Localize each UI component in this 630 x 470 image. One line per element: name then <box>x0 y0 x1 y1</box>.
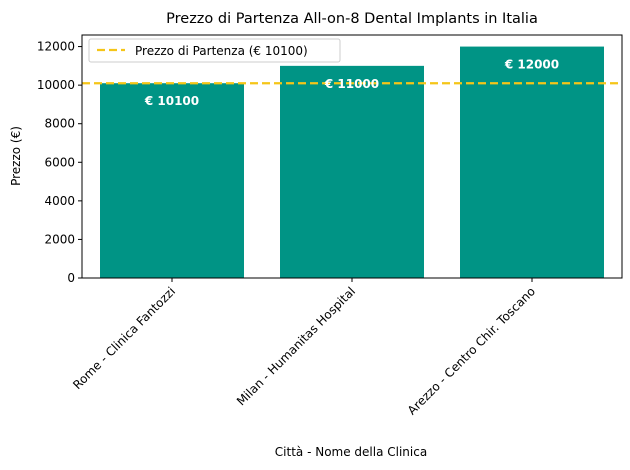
x-tick-label: Milan - Humanitas Hospital <box>234 284 358 408</box>
x-tick-label: Arezzo - Centro Chir. Toscano <box>405 284 538 417</box>
bar-value-label: € 12000 <box>504 58 559 72</box>
chart-title: Prezzo di Partenza All-on-8 Dental Impla… <box>166 11 538 27</box>
y-tick-label: 8000 <box>44 117 75 131</box>
bar-value-label: € 10100 <box>144 94 199 108</box>
y-tick-label: 4000 <box>44 194 75 208</box>
y-tick-label: 10000 <box>37 78 75 92</box>
y-tick-label: 0 <box>67 271 75 285</box>
y-axis: 0 2000 4000 6000 8000 10000 12000 <box>37 40 82 285</box>
y-tick-label: 2000 <box>44 232 75 246</box>
y-tick-label: 6000 <box>44 155 75 169</box>
legend-box <box>88 38 341 63</box>
bar <box>460 46 604 279</box>
x-tick-label: Rome - Clinica Fantozzi <box>70 284 178 392</box>
legend: Prezzo di Partenza (€ 10100) <box>88 38 341 63</box>
x-axis: Rome - Clinica Fantozzi Milan - Humanitas… <box>70 278 538 418</box>
x-axis-label: Città - Nome della Clinica <box>275 445 427 459</box>
y-axis-label: Prezzo (€) <box>9 126 23 186</box>
bar-value-label: € 11000 <box>324 77 379 91</box>
legend-label: Prezzo di Partenza (€ 10100) <box>135 44 308 58</box>
value-labels-group: € 10100 € 11000 € 12000 <box>144 58 559 109</box>
y-tick-label: 12000 <box>37 40 75 54</box>
bar <box>100 83 244 278</box>
bars-group <box>100 46 604 279</box>
bar <box>280 65 424 278</box>
